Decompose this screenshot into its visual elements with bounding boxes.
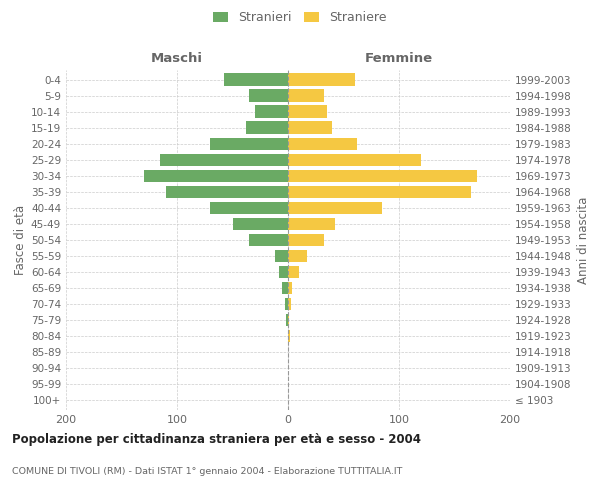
Y-axis label: Anni di nascita: Anni di nascita (577, 196, 590, 284)
Bar (249, 234, 288, 246)
Bar (144, 170, 288, 182)
Bar (166, 186, 288, 198)
Text: Popolazione per cittadinanza straniera per età e sesso - 2004: Popolazione per cittadinanza straniera p… (12, 432, 421, 446)
Bar (288, 202, 382, 214)
Bar (279, 266, 288, 278)
Bar (288, 106, 327, 118)
Bar (288, 218, 335, 230)
Bar (233, 218, 288, 230)
Legend: Stranieri, Straniere: Stranieri, Straniere (208, 6, 392, 29)
Bar (283, 282, 288, 294)
Bar (249, 90, 288, 102)
Bar (288, 138, 357, 150)
Text: Femmine: Femmine (365, 52, 433, 65)
Bar (288, 154, 421, 166)
Bar (288, 74, 355, 86)
Bar (288, 282, 292, 294)
Bar (288, 298, 292, 310)
Bar (288, 170, 477, 182)
Bar (211, 138, 288, 150)
Text: COMUNE DI TIVOLI (RM) - Dati ISTAT 1° gennaio 2004 - Elaborazione TUTTITALIA.IT: COMUNE DI TIVOLI (RM) - Dati ISTAT 1° ge… (12, 468, 403, 476)
Bar (288, 234, 323, 246)
Bar (288, 330, 290, 342)
Bar (288, 122, 332, 134)
Bar (288, 90, 323, 102)
Bar (160, 154, 288, 166)
Bar (286, 314, 288, 326)
Bar (284, 298, 288, 310)
Bar (288, 266, 299, 278)
Bar (288, 314, 289, 326)
Bar (224, 74, 288, 86)
Y-axis label: Fasce di età: Fasce di età (14, 205, 27, 275)
Bar (275, 250, 288, 262)
Bar (288, 250, 307, 262)
Text: Maschi: Maschi (151, 52, 203, 65)
Bar (254, 106, 288, 118)
Bar (211, 202, 288, 214)
Bar (288, 186, 471, 198)
Bar (246, 122, 288, 134)
